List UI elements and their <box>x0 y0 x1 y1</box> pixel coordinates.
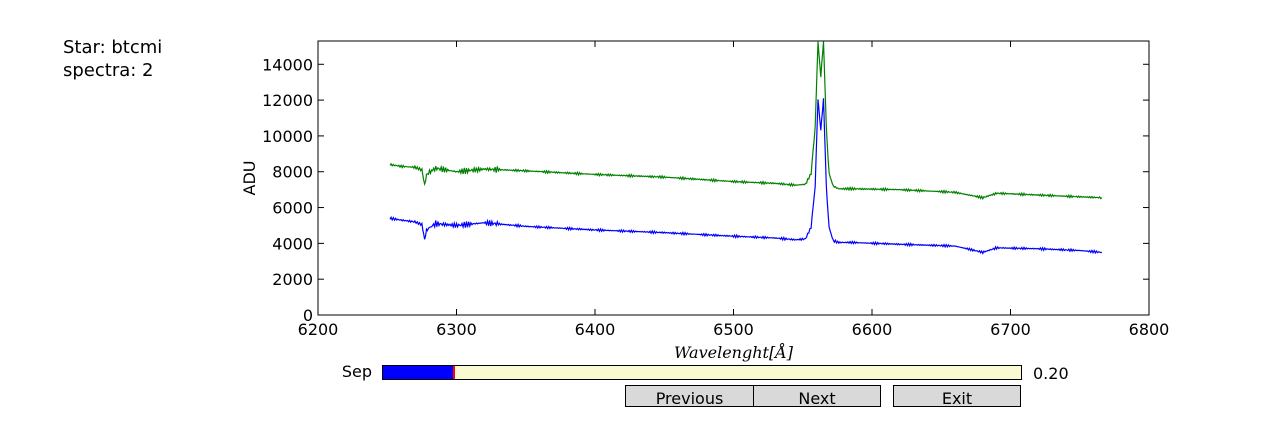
spectrum-line-2 <box>389 98 1103 255</box>
previous-button[interactable]: Previous <box>625 385 754 408</box>
x-tick-label: 6400 <box>575 320 616 339</box>
x-tick-label: 6500 <box>713 320 754 339</box>
sep-slider-fill <box>383 366 454 379</box>
y-tick-label: 0 <box>303 306 313 325</box>
x-tick-label: 6200 <box>298 320 339 339</box>
plot-frame <box>317 40 1150 316</box>
sep-slider-label: Sep <box>341 362 372 381</box>
star-info: Star: btcmi spectra: 2 <box>63 36 162 82</box>
x-tick-label: 6600 <box>852 320 893 339</box>
y-tick-label: 10000 <box>262 127 313 146</box>
x-axis-label: Wavelenght[Å] <box>674 342 794 362</box>
exit-button[interactable]: Exit <box>893 385 1021 408</box>
spectra-count-text: spectra: 2 <box>63 60 154 81</box>
sep-slider-handle[interactable] <box>453 366 456 379</box>
y-tick-label: 6000 <box>272 199 313 218</box>
sep-slider[interactable] <box>382 365 1022 380</box>
y-tick-label: 4000 <box>272 234 313 253</box>
next-button[interactable]: Next <box>753 385 881 408</box>
spectrum-line-1 <box>389 41 1103 201</box>
y-tick-label: 8000 <box>272 163 313 182</box>
x-tick-label: 6300 <box>436 320 477 339</box>
x-tick-label: 6800 <box>1129 320 1170 339</box>
sep-slider-value: 0.20 <box>1033 364 1069 383</box>
y-axis-label: ADU <box>240 161 259 196</box>
y-tick-label: 12000 <box>262 91 313 110</box>
y-tick-label: 14000 <box>262 55 313 74</box>
x-tick-label: 6700 <box>990 320 1031 339</box>
y-tick-label: 2000 <box>272 270 313 289</box>
star-name-text: Star: btcmi <box>63 37 163 58</box>
